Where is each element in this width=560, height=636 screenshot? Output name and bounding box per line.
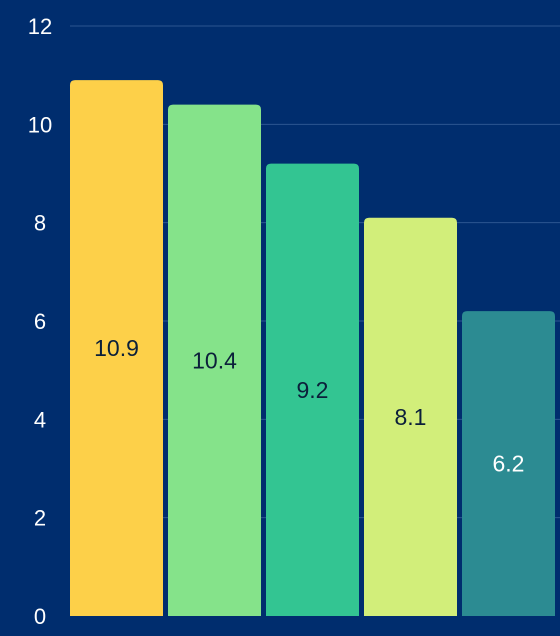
y-tick-label: 6 <box>34 309 46 334</box>
y-tick-label: 12 <box>28 14 52 39</box>
bar-value-label: 10.9 <box>94 335 139 361</box>
bar-value-label: 9.2 <box>297 377 329 403</box>
bar <box>266 163 359 616</box>
bar <box>364 217 457 616</box>
y-tick-label: 4 <box>34 407 46 432</box>
y-axis-ticks: 0 2 4 6 8 10 12 <box>28 14 52 629</box>
bar-value-label: 10.4 <box>192 347 237 373</box>
bar <box>70 80 163 617</box>
y-tick-label: 2 <box>34 506 46 531</box>
bar <box>168 104 261 617</box>
y-tick-label: 0 <box>34 604 46 629</box>
bar <box>462 311 555 616</box>
bar-value-label: 6.2 <box>493 451 525 477</box>
y-tick-label: 10 <box>28 112 52 137</box>
data-labels: 10.9 10.4 9.2 8.1 6.2 <box>94 335 524 477</box>
bars <box>70 80 555 617</box>
y-tick-label: 8 <box>34 211 46 236</box>
bar-value-label: 8.1 <box>395 404 427 430</box>
